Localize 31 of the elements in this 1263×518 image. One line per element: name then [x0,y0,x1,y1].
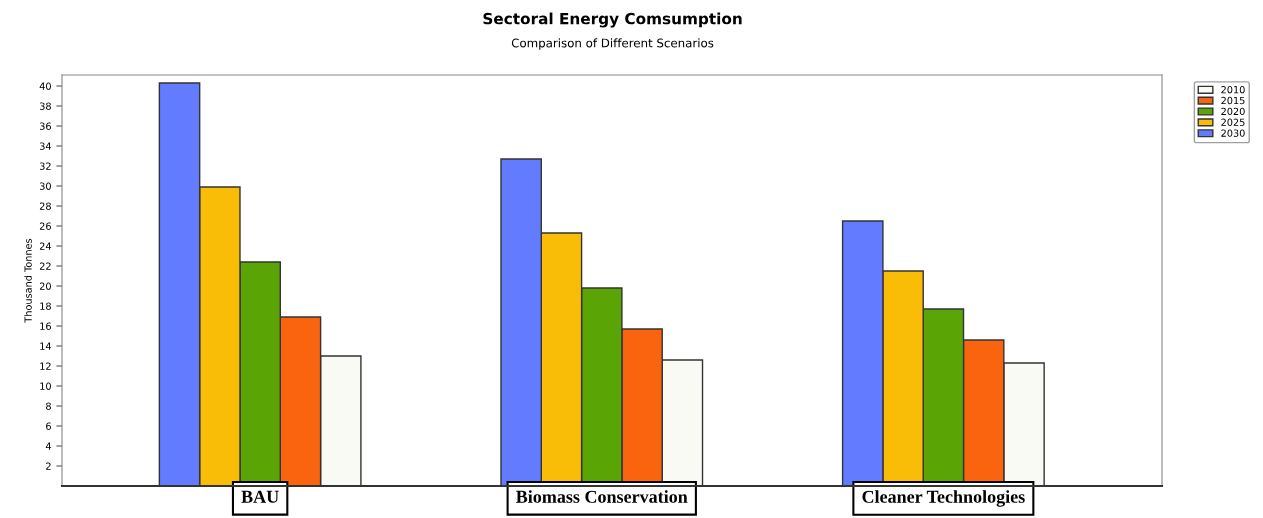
y-tick-label: 2 [46,462,51,470]
y-tick-label: 22 [39,262,51,270]
y-tick-label: 30 [39,182,51,190]
y-tick-label: 16 [40,322,51,330]
x-tick-label: BAU [241,490,279,503]
y-tick-label: 38 [39,102,51,110]
y-tick-label: 20 [39,282,51,290]
x-tick-label: Cleaner Technologies [862,490,1025,507]
y-axis-title: Thousand Tonnes [24,238,32,323]
y-tick-label: 10 [40,382,51,390]
x-tick-label: Biomass Conservation [516,490,688,503]
legend-label: 2030 [1221,129,1245,137]
y-tick-label: 40 [39,82,51,90]
y-tick-label: 6 [46,422,51,430]
y-tick-label: 8 [46,402,51,410]
y-tick-label: 26 [39,222,51,230]
y-tick-label: 32 [39,162,51,170]
legend-label: 2010 [1221,85,1245,94]
y-tick-label: 4 [45,442,52,450]
legend-label: 2015 [1221,96,1245,105]
chart-subtitle: Comparison of Different Scenarios [511,38,714,50]
legend-label: 2025 [1221,118,1245,126]
y-tick-label: 12 [40,362,51,370]
y-tick-label: 36 [39,122,51,130]
chart-title: Sectoral Energy Comsumption [483,12,742,28]
y-tick-label: 34 [39,142,52,150]
y-tick-label: 18 [40,302,51,310]
legend-label: 2020 [1221,107,1245,116]
y-tick-label: 14 [40,342,52,350]
y-tick-label: 24 [39,242,52,250]
y-tick-label: 28 [39,202,51,210]
